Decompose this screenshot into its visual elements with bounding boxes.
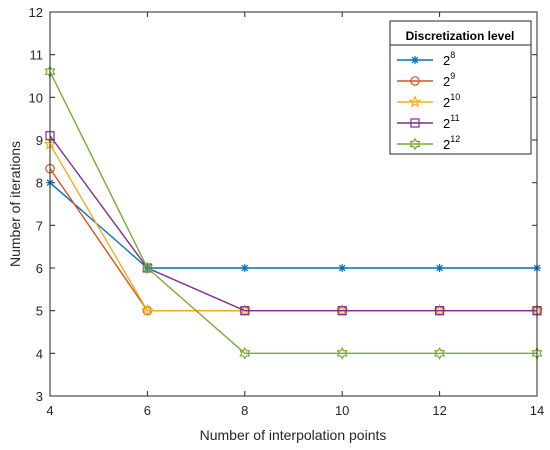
y-tick-label: 7 <box>36 218 43 233</box>
y-tick-label: 6 <box>36 261 43 276</box>
legend-item: 211 <box>397 113 460 131</box>
legend-item: 212 <box>397 134 460 152</box>
legend-label-base: 2 <box>443 95 450 110</box>
asterisk-marker <box>240 264 249 272</box>
series-line <box>49 135 537 312</box>
x-tick-label: 4 <box>46 403 53 418</box>
series-layer <box>43 65 544 360</box>
series-line <box>49 71 537 355</box>
y-tick-label: 12 <box>29 5 43 20</box>
legend-label-base: 2 <box>443 53 450 68</box>
x-axis-label: Number of interpolation points <box>200 427 387 443</box>
asterisk-marker <box>338 264 347 272</box>
y-tick-label: 3 <box>36 389 43 404</box>
legend-label: 28 <box>443 50 455 68</box>
legend-label-exponent: 9 <box>450 71 455 81</box>
square-marker <box>435 306 445 316</box>
series-2-12 <box>44 65 543 360</box>
y-axis-label: Number of iterations <box>7 141 23 267</box>
y-tick-label: 8 <box>36 176 43 191</box>
legend-item: 28 <box>397 50 455 68</box>
square-marker <box>337 306 347 316</box>
x-tick-label: 10 <box>335 403 349 418</box>
legend-box <box>389 20 532 155</box>
hexagram-marker <box>409 137 421 151</box>
y-tick-label: 4 <box>36 346 43 361</box>
asterisk-marker <box>435 264 444 272</box>
legend-title: Discretization level <box>406 29 515 43</box>
asterisk-marker <box>411 56 419 64</box>
square-marker <box>240 306 250 316</box>
legend-label: 210 <box>443 92 460 110</box>
legend-label-base: 2 <box>443 137 450 152</box>
x-tick-label: 12 <box>432 403 446 418</box>
legend-label-exponent: 10 <box>450 92 460 102</box>
y-tick-label: 9 <box>36 133 43 148</box>
y-tick-label: 5 <box>36 304 43 319</box>
y-tick-label: 10 <box>29 90 43 105</box>
y-tick-label: 11 <box>30 48 44 63</box>
legend-label: 29 <box>443 71 455 89</box>
legend-label: 211 <box>443 113 460 131</box>
hexagram-marker <box>239 346 251 360</box>
circle-marker <box>410 76 420 86</box>
square-marker <box>410 118 420 128</box>
star-marker <box>408 95 422 108</box>
x-tick-label: 14 <box>530 403 544 418</box>
x-tick-label: 6 <box>144 403 151 418</box>
hexagram-marker <box>434 346 446 360</box>
legend-label: 212 <box>443 134 460 152</box>
legend-label-exponent: 8 <box>450 50 455 60</box>
legend-item: 210 <box>397 92 460 110</box>
legend-label-exponent: 12 <box>450 134 460 144</box>
hexagram-marker <box>141 261 153 275</box>
legend-label-base: 2 <box>443 116 450 131</box>
plot-frame <box>49 11 538 397</box>
legend-label-base: 2 <box>443 74 450 89</box>
legend-label-exponent: 11 <box>450 113 459 123</box>
hexagram-marker <box>336 346 348 360</box>
x-tick-label: 8 <box>241 403 248 418</box>
series-line <box>49 182 537 269</box>
star-marker <box>140 303 154 317</box>
legend-item: 29 <box>397 71 455 89</box>
